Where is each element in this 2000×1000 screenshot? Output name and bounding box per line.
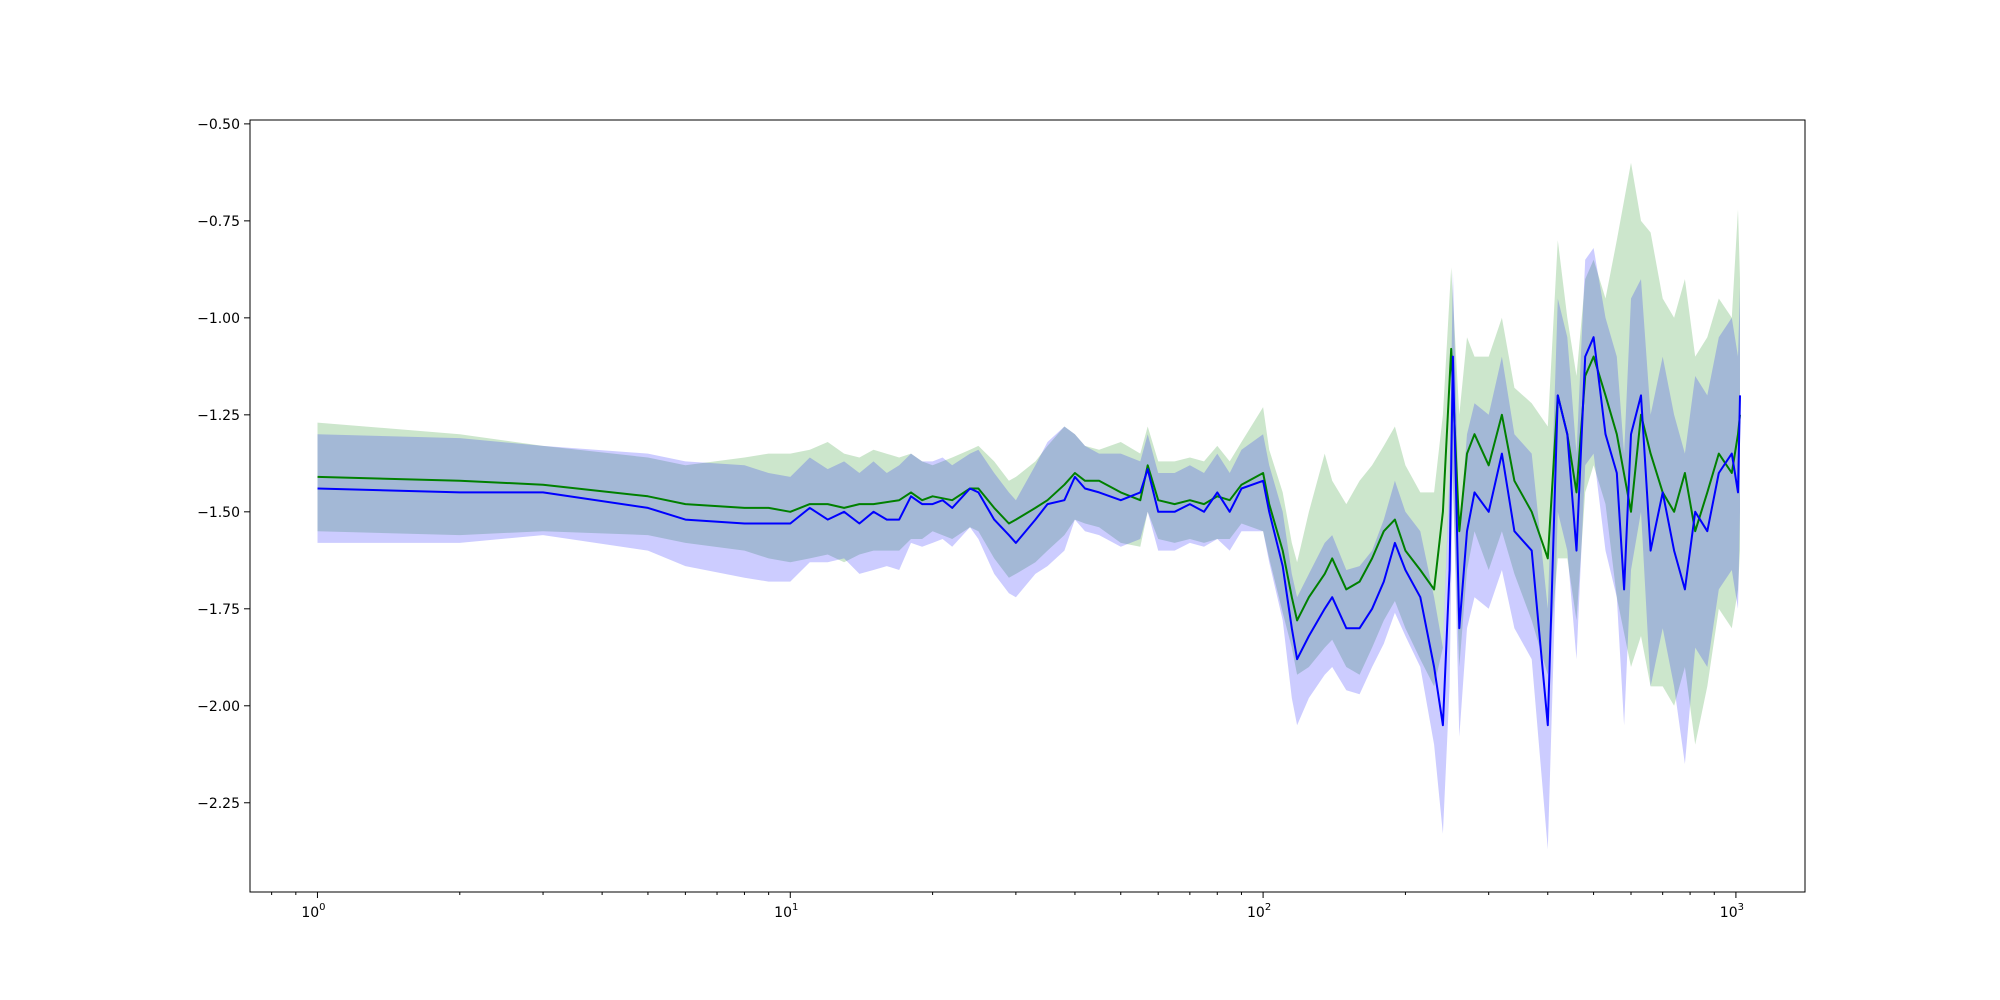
x-tick-label: 102 bbox=[1247, 902, 1271, 921]
plot-frame bbox=[249, 119, 1806, 893]
series-1-line bbox=[317, 347, 1741, 622]
series-2-band bbox=[317, 248, 1740, 850]
y-tick-label: −2.25 bbox=[197, 796, 240, 812]
x-tick-label: 101 bbox=[774, 902, 798, 921]
x-tick-label: 103 bbox=[1720, 902, 1744, 921]
y-tick-label: −2.00 bbox=[197, 699, 240, 715]
series-lines bbox=[317, 336, 1741, 727]
series-2-line bbox=[317, 336, 1741, 727]
y-tick-label: −1.25 bbox=[197, 408, 240, 424]
x-axis: 100 101 102 103 bbox=[271, 892, 1744, 921]
y-tick-label: −1.50 bbox=[197, 505, 240, 521]
y-tick-label: −1.75 bbox=[197, 602, 240, 618]
y-tick-label: −0.50 bbox=[197, 117, 240, 133]
y-tick-label: −0.75 bbox=[197, 214, 240, 230]
confidence-bands bbox=[317, 162, 1740, 850]
series-1-band bbox=[317, 162, 1740, 745]
y-axis: −0.50 −0.75 −1.00 −1.25 −1.50 −1.75 −2.00 −2.25 bbox=[197, 117, 250, 812]
y-tick-label: −1.00 bbox=[197, 311, 240, 327]
x-tick-label: 100 bbox=[301, 902, 325, 921]
